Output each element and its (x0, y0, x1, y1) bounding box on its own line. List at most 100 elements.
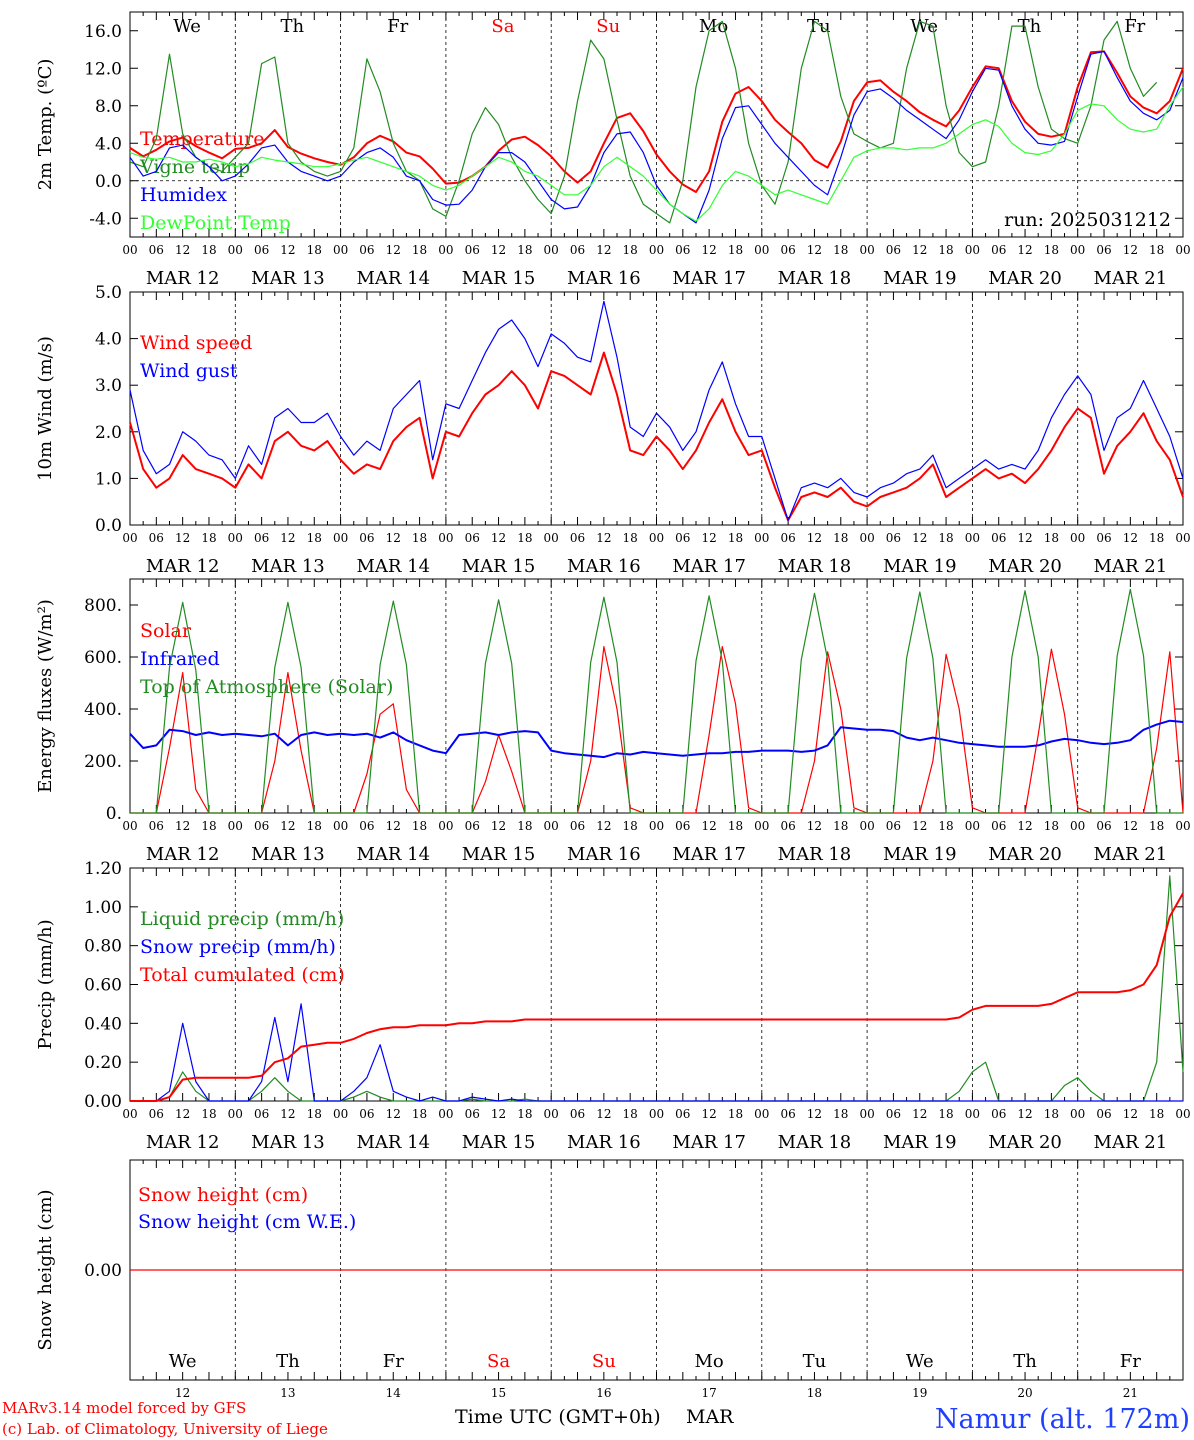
hour-label: 18 (1044, 819, 1059, 833)
date-label: MAR 17 (672, 268, 746, 289)
hour-label: 12 (912, 1107, 927, 1121)
hour-label: 12 (1017, 243, 1032, 257)
hour-label: 06 (675, 1107, 690, 1121)
date-label: MAR 21 (1094, 556, 1168, 577)
hour-label: 12 (175, 819, 190, 833)
hour-label: 12 (1017, 819, 1032, 833)
hour-label: 06 (886, 531, 901, 545)
hour-label: 06 (991, 819, 1006, 833)
date-label: MAR 19 (883, 1132, 957, 1153)
hour-label: 00 (122, 531, 137, 545)
date-label: MAR 15 (462, 844, 536, 865)
hour-label: 12 (807, 243, 822, 257)
y-tick-label: 2.0 (95, 423, 122, 443)
day-number-label: 16 (596, 1386, 611, 1400)
date-label: MAR 14 (356, 844, 430, 865)
hour-label: 06 (780, 819, 795, 833)
hour-label: 00 (1175, 1107, 1190, 1121)
y-tick-label: -4.0 (89, 209, 122, 229)
series-dewpoint-temp (129, 86, 1184, 222)
date-label: MAR 17 (672, 844, 746, 865)
hour-label: 18 (307, 531, 322, 545)
hour-label: 12 (596, 243, 611, 257)
hour-label: 06 (570, 819, 585, 833)
hour-label: 06 (1096, 243, 1111, 257)
hour-label: 12 (280, 1107, 295, 1121)
hour-label: 12 (280, 531, 295, 545)
date-label: MAR 19 (883, 844, 957, 865)
y-axis-label: Precip (mm/h) (35, 919, 56, 1049)
hour-label: 18 (201, 819, 216, 833)
weekday-label: We (906, 1351, 934, 1372)
weekday-label: Th (1018, 16, 1042, 37)
date-label: MAR 19 (883, 556, 957, 577)
weekday-label: Su (596, 16, 620, 37)
credit-line-2: (c) Lab. of Climatology, University of L… (2, 1420, 328, 1438)
legend-entry: Snow precip (mm/h) (140, 936, 336, 958)
meteogram-footer: MARv3.14 model forced by GFS (c) Lab. of… (2, 1399, 1190, 1438)
x-axis-month: MAR (686, 1406, 734, 1428)
hour-label: 18 (412, 819, 427, 833)
hour-label: 12 (807, 1107, 822, 1121)
weekday-label: Fr (1124, 16, 1145, 37)
hour-label: 06 (991, 531, 1006, 545)
hour-label: 00 (122, 1107, 137, 1121)
hour-label: 18 (517, 531, 532, 545)
y-tick-label: 0.00 (84, 1092, 122, 1112)
weekday-label: Sa (487, 1351, 510, 1372)
hour-label: 06 (886, 819, 901, 833)
hour-label: 18 (623, 243, 638, 257)
hour-label: 06 (254, 243, 269, 257)
date-label: MAR 16 (567, 556, 641, 577)
hour-label: 00 (438, 1107, 453, 1121)
y-tick-label: 0.60 (84, 976, 122, 996)
run-label: run: 2025031212 (1004, 209, 1171, 231)
hour-label: 06 (991, 1107, 1006, 1121)
hour-label: 18 (833, 1107, 848, 1121)
hour-label: 12 (491, 531, 506, 545)
series-wind-gust (129, 300, 1184, 521)
hour-label: 18 (517, 819, 532, 833)
weekday-label: We (173, 16, 201, 37)
panel-2: 5.0 4.0 3.0 2.0 1.0 0.0 10m Wind (m/s) 00 06 12 18… (35, 283, 1191, 577)
hour-label: 18 (201, 243, 216, 257)
date-label: MAR 17 (672, 1132, 746, 1153)
y-tick-label: 600. (84, 648, 122, 668)
date-label: MAR 19 (883, 268, 957, 289)
hour-label: 00 (122, 243, 137, 257)
hour-label: 00 (228, 531, 243, 545)
weekday-label: Mo (699, 16, 728, 37)
legend-entry: Top of Atmosphere (Solar) (140, 676, 393, 698)
hour-label: 12 (175, 243, 190, 257)
hour-label: 00 (544, 531, 559, 545)
hour-label: 12 (1123, 819, 1138, 833)
hour-label: 12 (386, 243, 401, 257)
x-axis-label: Time UTC (GMT+0h) (455, 1406, 661, 1428)
hour-label: 12 (1123, 243, 1138, 257)
hour-label: 00 (754, 531, 769, 545)
date-label: MAR 21 (1094, 844, 1168, 865)
date-label: MAR 12 (146, 268, 220, 289)
weekday-label: Fr (1120, 1351, 1141, 1372)
date-label: MAR 13 (251, 556, 325, 577)
series-top-of-atmosphere-solar (130, 588, 1183, 814)
hour-label: 18 (938, 243, 953, 257)
date-label: MAR 21 (1094, 1132, 1168, 1153)
hour-label: 18 (517, 1107, 532, 1121)
hour-label: 06 (675, 531, 690, 545)
hour-label: 18 (307, 819, 322, 833)
hour-label: 06 (465, 819, 480, 833)
hour-label: 12 (1017, 531, 1032, 545)
hour-label: 06 (675, 819, 690, 833)
hour-label: 12 (386, 819, 401, 833)
station-name: Namur (alt. 172m) (935, 1404, 1190, 1435)
y-tick-label: 1.00 (84, 898, 122, 918)
legend-entry: Liquid precip (mm/h) (140, 908, 344, 930)
hour-label: 18 (1149, 243, 1164, 257)
weekday-label: Su (592, 1351, 616, 1372)
hour-label: 00 (438, 243, 453, 257)
date-label: MAR 15 (462, 268, 536, 289)
legend-entry: Wind speed (140, 332, 252, 354)
hour-label: 00 (1070, 1107, 1085, 1121)
